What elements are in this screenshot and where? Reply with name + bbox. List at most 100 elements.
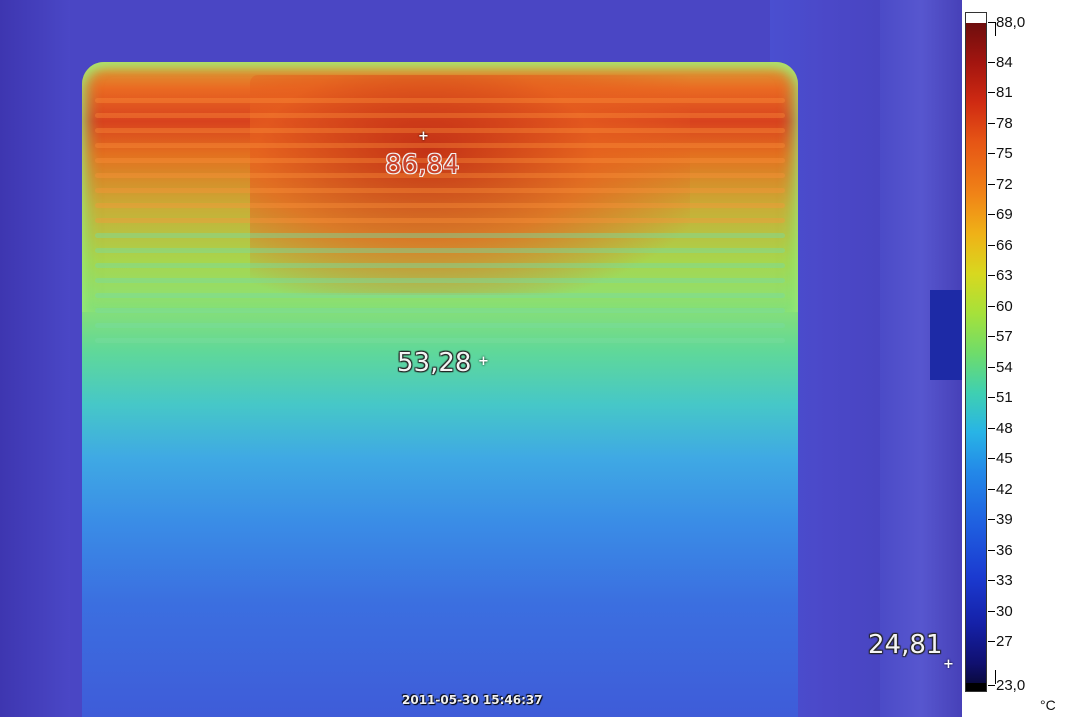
scale-tick-label: 63 [996,267,1013,284]
scale-ticks: 88,0 84 81 78 75 72 69 66 63 60 57 54 51 48 45 42 39 36 3… [988,0,1066,717]
scale-overflow-high [966,13,986,23]
tick-mark [988,183,995,185]
scale-gradient [966,23,986,683]
scale-tick: 60 [988,297,1013,315]
measurement-point-cold: + [943,657,954,672]
heater-hot-zone [250,75,690,295]
scale-tick: 51 [988,389,1013,407]
scale-min-label: 23,0 [996,676,1026,694]
heater-slat [95,188,785,193]
heater-slat [95,233,785,238]
scale-tick: 78 [988,114,1013,132]
tick-mark [988,427,995,429]
scale-tick-label: 33 [996,572,1013,589]
heater-slat [95,158,785,163]
heater-slat [95,248,785,253]
tick-mark [988,122,995,124]
scale-tick-label: 60 [996,297,1013,315]
scale-tick-label: 36 [996,541,1013,559]
scale-tick: 63 [988,267,1013,285]
tick-mark [988,366,995,368]
scale-tick: 48 [988,419,1013,437]
scale-tick: 45 [988,450,1013,468]
heater-slat [95,98,785,103]
scale-tick: 42 [988,480,1013,498]
tick-mark [988,549,995,551]
scale-tick-label: 45 [996,450,1013,467]
heater-slat [95,128,785,133]
heater-slat [95,113,785,118]
tick-mark [988,519,995,520]
tick-mark [988,153,995,154]
scale-tick-label: 48 [996,419,1013,437]
thermal-image: + 86,84 53,28 + 24,81 + 2011-05-30 15:46… [0,0,962,717]
scale-tick-label: 75 [996,145,1013,162]
scale-tick-label: 27 [996,633,1013,650]
tick-mark [988,641,995,642]
tick-mark [988,488,995,490]
readout-mid: 53,28 [397,348,472,378]
scale-tick-label: 69 [996,206,1013,223]
scale-tick-label: 66 [996,236,1013,254]
scale-tick: 66 [988,236,1013,254]
heater-slat [95,218,785,223]
scale-max-label: 88,0 [996,13,1026,31]
scale-tick: 36 [988,541,1013,559]
readout-hot: 86,84 [385,150,460,180]
scale-tick: 72 [988,175,1013,193]
scale-tick: 75 [988,145,1013,163]
tick-mark [988,21,995,23]
heater-slat [95,143,785,148]
tick-mark [988,275,995,276]
scale-max-tick: 88,0 [988,13,1025,31]
cold-window-pane [930,290,962,380]
readout-cold: 24,81 [868,630,943,660]
scale-tick: 69 [988,206,1013,224]
scale-tick-label: 84 [996,53,1013,71]
heater-slat [95,293,785,298]
color-scale-bar [965,12,987,692]
scale-tick: 84 [988,53,1013,71]
scale-tick: 57 [988,328,1013,346]
scale-tick: 54 [988,358,1013,376]
scale-tick: 81 [988,84,1013,102]
tick-mark [988,336,995,337]
scale-tick-label: 30 [996,602,1013,620]
scale-tick-label: 78 [996,114,1013,132]
heater-slat [95,278,785,283]
scale-tick: 30 [988,602,1013,620]
scale-overflow-low [966,683,986,691]
heater-slat [95,173,785,178]
tick-mark [988,214,995,215]
heater-slat [95,323,785,328]
scale-min-tick: 23,0 [988,676,1025,694]
scale-tick-label: 57 [996,328,1013,345]
scale-tick-label: 81 [996,84,1013,101]
scale-bracket-bottom [995,670,996,684]
heater-slat [95,338,785,343]
scale-tick: 39 [988,511,1013,529]
tick-mark [988,92,995,93]
measurement-point-mid: + [478,354,489,369]
tick-mark [988,305,995,307]
scale-tick-label: 51 [996,389,1013,406]
scale-tick: 27 [988,633,1013,651]
tick-mark [988,244,995,246]
tick-mark [988,61,995,63]
scale-tick-label: 42 [996,480,1013,498]
heater-slat [95,308,785,313]
tick-mark [988,458,995,459]
scale-tick-label: 39 [996,511,1013,528]
measurement-point-hot: + [418,129,429,144]
tick-mark [988,610,995,612]
tick-mark [988,684,995,686]
scale-bracket-top [995,22,996,36]
background-wall-left [0,0,70,717]
tick-mark [988,397,995,398]
capture-timestamp: 2011-05-30 15:46:37 [402,693,543,707]
scale-tick-label: 54 [996,358,1013,376]
heater-slat [95,263,785,268]
tick-mark [988,580,995,581]
scale-tick: 33 [988,572,1013,590]
heater-slat [95,203,785,208]
